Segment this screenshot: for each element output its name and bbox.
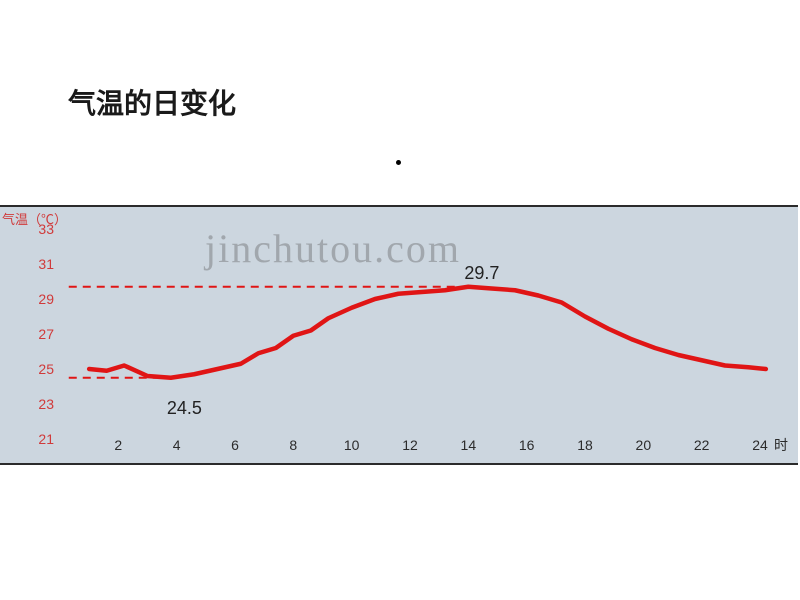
- y-tick: 33: [26, 221, 54, 237]
- x-tick: 8: [283, 437, 303, 467]
- x-tick: 10: [342, 437, 362, 467]
- y-tick: 23: [26, 396, 54, 412]
- x-tick: 20: [633, 437, 653, 467]
- chart-container: 气温（℃） 时 21232527293133246810121416182022…: [0, 205, 798, 465]
- x-tick: 4: [167, 437, 187, 467]
- x-tick: 16: [517, 437, 537, 467]
- x-tick: 12: [400, 437, 420, 467]
- y-tick: 21: [26, 431, 54, 447]
- x-tick: 24: [750, 437, 770, 467]
- data-label: 24.5: [167, 398, 202, 419]
- data-label: 29.7: [464, 263, 499, 284]
- y-tick: 31: [26, 256, 54, 272]
- y-tick: 29: [26, 291, 54, 307]
- temperature-curve: [89, 287, 766, 378]
- x-tick: 22: [692, 437, 712, 467]
- chart-svg: [0, 205, 798, 465]
- y-tick: 27: [26, 326, 54, 342]
- x-tick: 18: [575, 437, 595, 467]
- x-tick: 6: [225, 437, 245, 467]
- y-tick: 25: [26, 361, 54, 377]
- x-tick: 14: [458, 437, 478, 467]
- page-title: 气温的日变化: [68, 82, 236, 122]
- bullet-dot-1: [396, 160, 401, 165]
- x-tick: 2: [108, 437, 128, 467]
